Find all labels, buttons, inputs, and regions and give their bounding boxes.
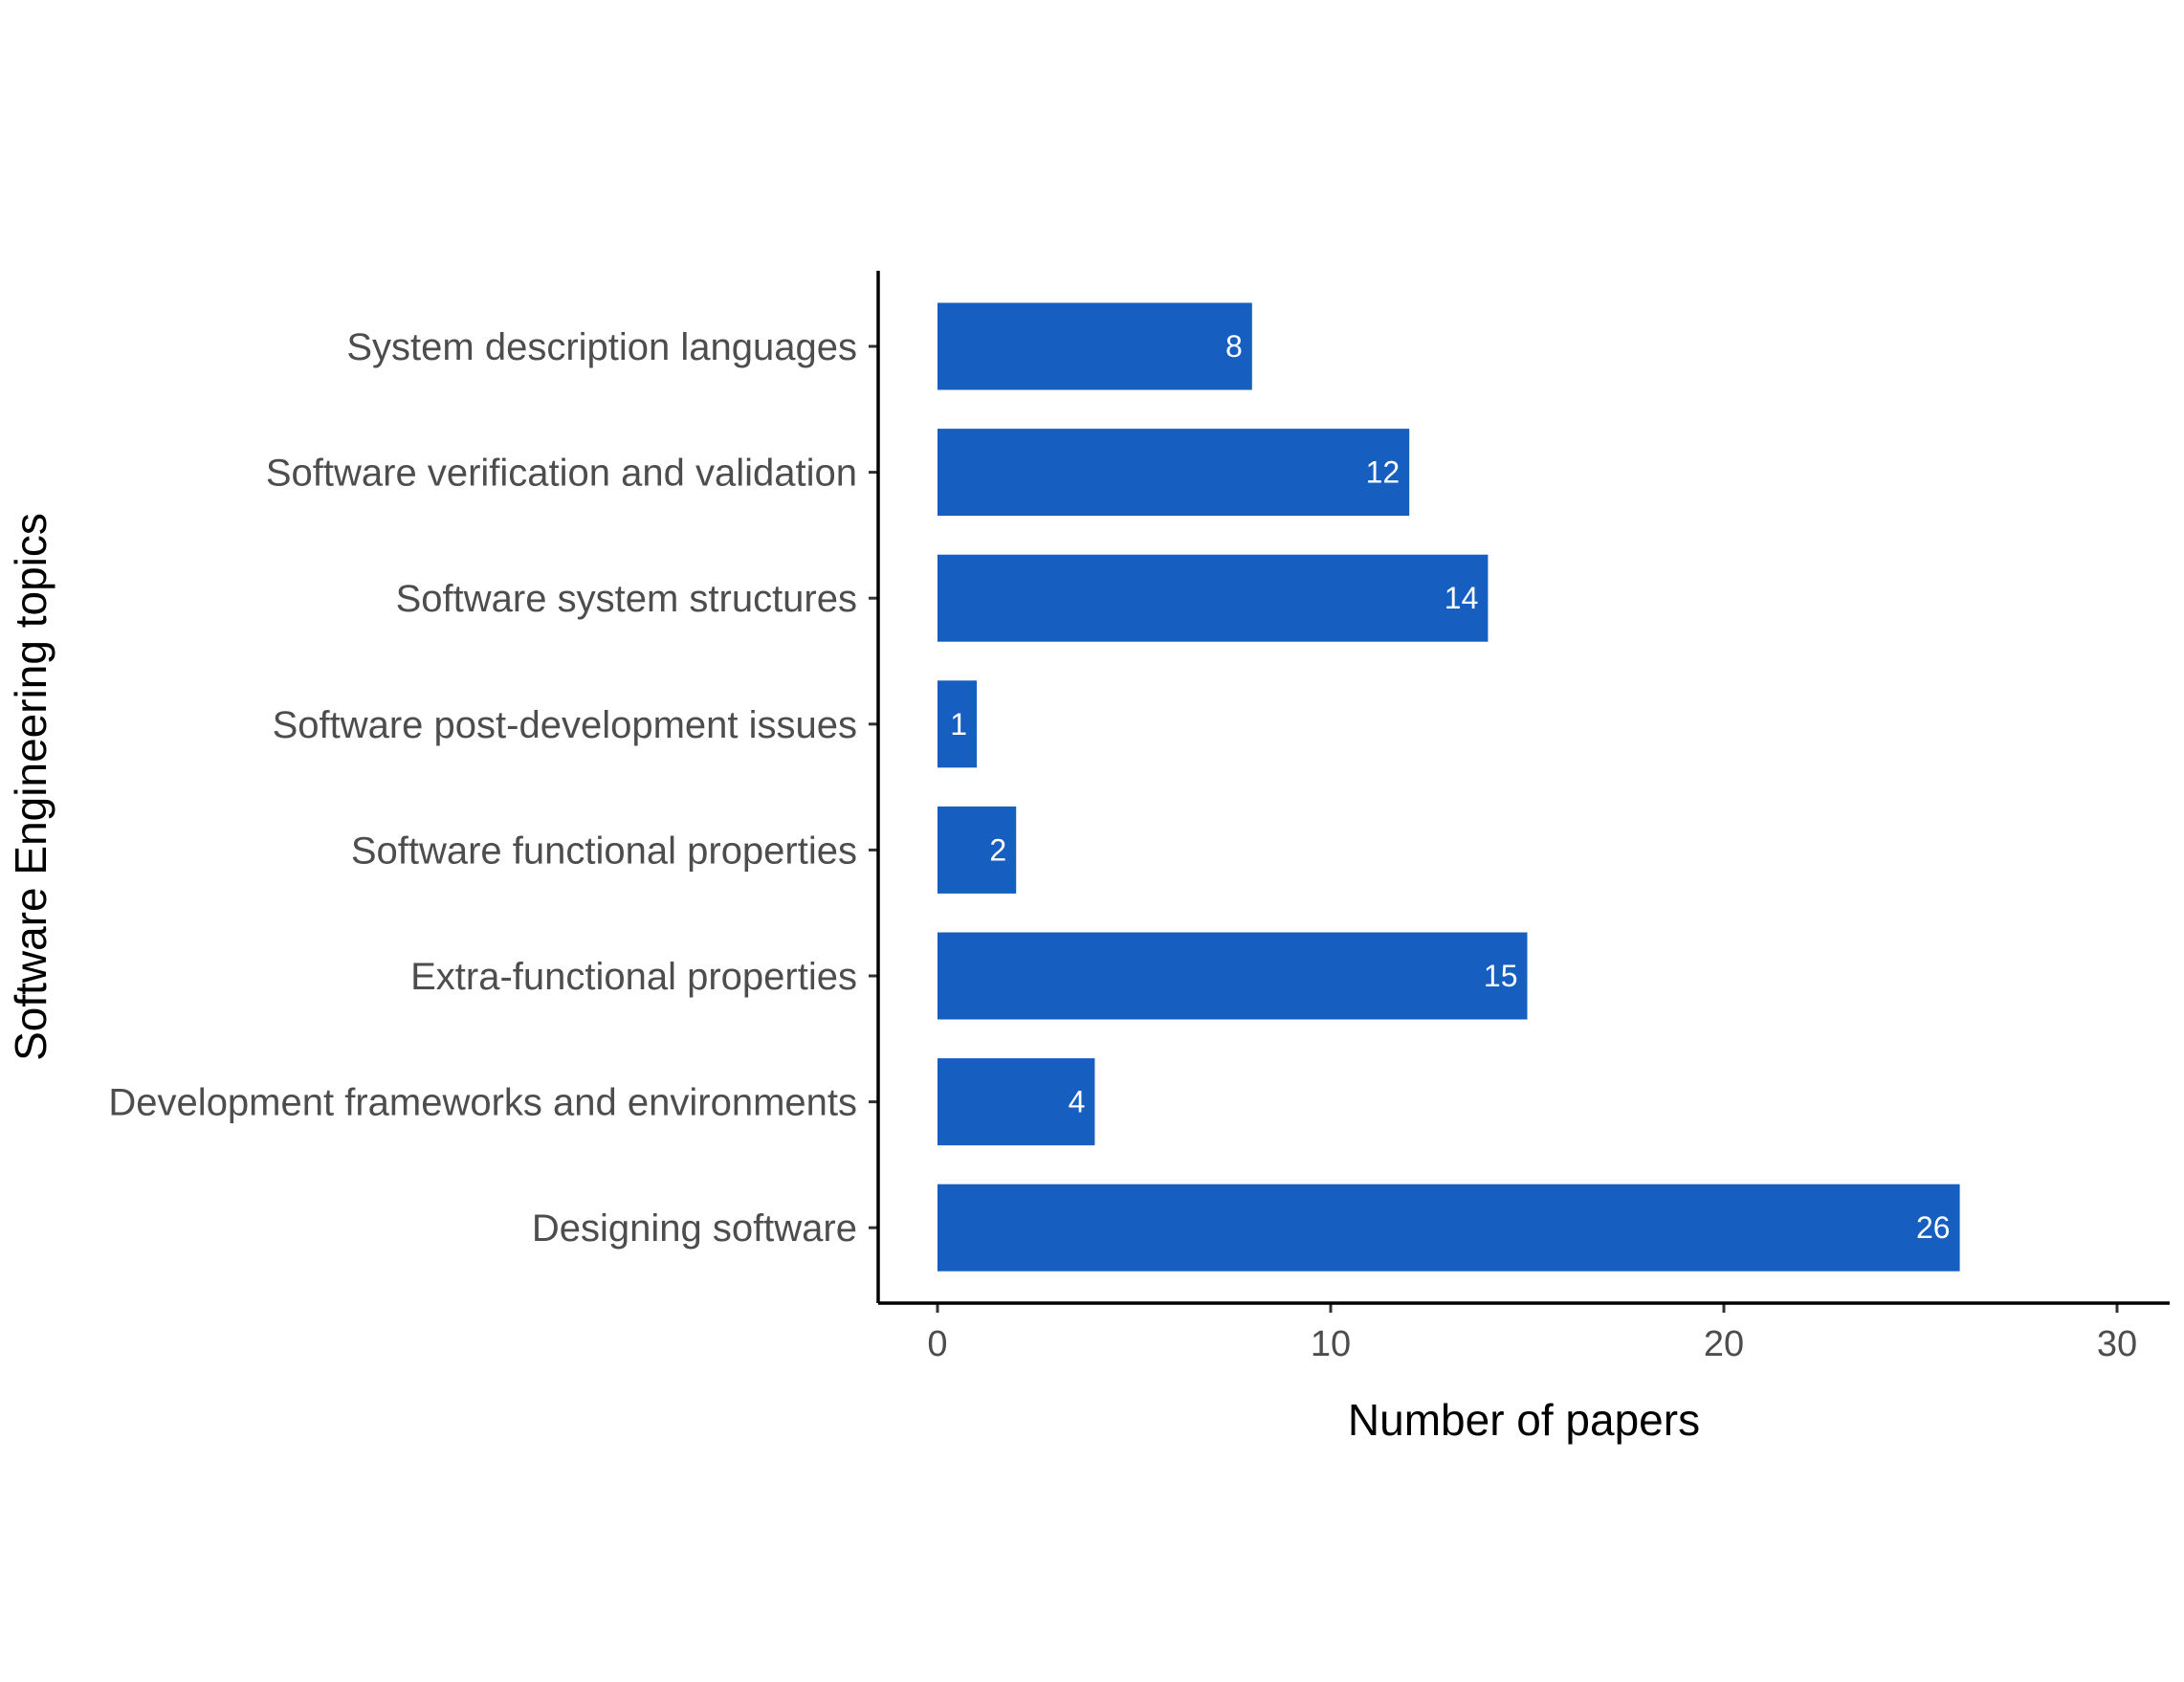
category-label-7: Designing software xyxy=(532,1207,857,1250)
category-label-2: Software system structures xyxy=(396,578,857,620)
data-label-5: 15 xyxy=(1484,959,1518,993)
bar-4 xyxy=(938,806,1017,894)
bar-5 xyxy=(938,932,1528,1020)
bar-2 xyxy=(938,554,1489,642)
data-label-6: 4 xyxy=(1069,1085,1086,1119)
category-label-0: System description languages xyxy=(346,326,857,368)
data-label-4: 2 xyxy=(989,832,1006,867)
category-label-5: Extra-functional properties xyxy=(410,956,857,998)
bar-0 xyxy=(938,302,1252,390)
x-tick-label-0: 0 xyxy=(927,1324,947,1364)
bar-3 xyxy=(938,680,978,768)
data-label-0: 8 xyxy=(1225,329,1243,364)
x-tick-label-1: 10 xyxy=(1311,1324,1351,1364)
data-label-3: 1 xyxy=(950,707,967,741)
category-label-4: Software functional properties xyxy=(351,830,857,872)
data-label-1: 12 xyxy=(1366,455,1401,490)
data-label-7: 26 xyxy=(1916,1210,1951,1245)
x-tick-label-2: 20 xyxy=(1704,1324,1744,1364)
x-axis-title: Number of papers xyxy=(1348,1395,1700,1445)
bar-1 xyxy=(938,429,1410,517)
bar-6 xyxy=(938,1058,1095,1146)
bar-7 xyxy=(938,1184,1960,1272)
data-label-2: 14 xyxy=(1445,581,1479,615)
x-ticks: 0 10 20 30 xyxy=(927,1303,2137,1364)
category-labels: System description languages Software ver… xyxy=(108,326,878,1250)
category-label-3: Software post-development issues xyxy=(273,704,857,746)
category-label-6: Development frameworks and environments xyxy=(108,1082,857,1124)
category-label-1: Software verification and validation xyxy=(266,453,857,495)
y-axis-title: Software Engineering topics xyxy=(6,513,55,1061)
x-tick-label-3: 30 xyxy=(2097,1324,2137,1364)
